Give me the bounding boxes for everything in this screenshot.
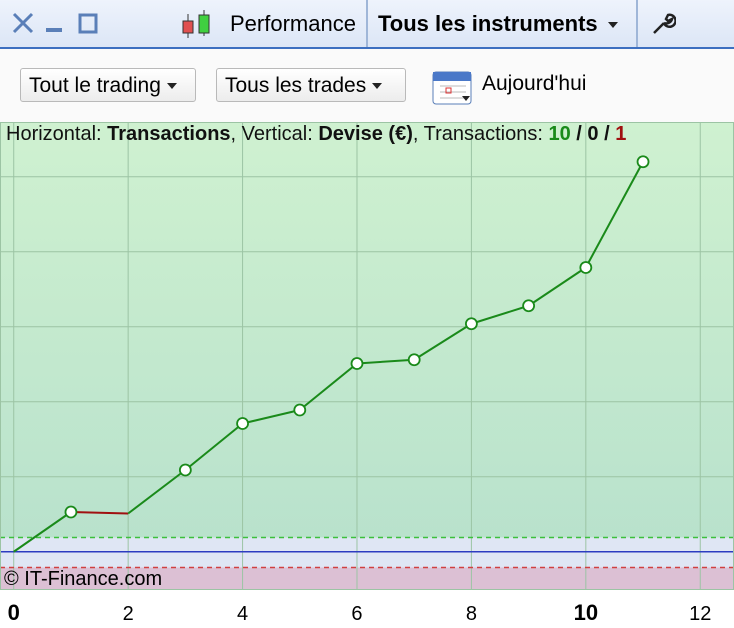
settings-icon[interactable] bbox=[650, 11, 676, 37]
instrument-label: Tous les instruments bbox=[378, 11, 598, 36]
line-segment bbox=[127, 469, 186, 515]
close-icon[interactable] bbox=[12, 12, 34, 34]
window-controls bbox=[12, 12, 98, 34]
line-segment bbox=[413, 322, 472, 361]
header-text: / bbox=[570, 123, 588, 145]
toolbar: Performance Tous les instruments bbox=[0, 0, 734, 49]
trades-select[interactable]: Tous les trades bbox=[216, 68, 406, 102]
loss-zone bbox=[0, 567, 734, 590]
line-segment bbox=[299, 362, 358, 411]
x-tick-label: 6 bbox=[351, 603, 362, 625]
line-segment bbox=[184, 422, 244, 471]
point bbox=[178, 463, 192, 477]
line-segment bbox=[70, 511, 129, 515]
x-tick-label: 2 bbox=[123, 603, 134, 625]
win-count: 10 bbox=[548, 123, 571, 145]
header-text: Horizontal: bbox=[6, 123, 108, 145]
copyright: © IT-Finance.com bbox=[4, 568, 163, 590]
point bbox=[465, 317, 478, 331]
x-tick-label: 0 bbox=[8, 600, 20, 625]
trades-label: Tous les trades bbox=[225, 74, 367, 97]
chart-header: Horizontal: Transactions, Vertical: Devi… bbox=[6, 122, 626, 146]
minimize-icon[interactable] bbox=[46, 28, 62, 32]
line-segment bbox=[584, 161, 644, 268]
header-text: Devise (€) bbox=[318, 123, 413, 145]
separator bbox=[636, 0, 638, 47]
header-text: / bbox=[598, 123, 616, 145]
header-text: Transactions bbox=[107, 123, 231, 145]
line-segment bbox=[528, 266, 587, 307]
maximize-icon[interactable] bbox=[78, 13, 98, 34]
line-segment bbox=[471, 304, 529, 325]
neutral-count: 0 bbox=[587, 123, 599, 145]
instrument-select[interactable]: Tous les instruments bbox=[378, 11, 618, 37]
toolbar-title: Performance bbox=[230, 11, 356, 36]
x-tick-label: 10 bbox=[574, 600, 598, 625]
x-tick-label: 12 bbox=[689, 603, 711, 625]
point bbox=[636, 155, 650, 169]
x-tick-label: 8 bbox=[466, 603, 477, 625]
header-text: , Transactions: bbox=[412, 123, 549, 145]
trading-label: Tout le trading bbox=[29, 74, 161, 97]
point bbox=[579, 261, 593, 274]
point bbox=[236, 417, 249, 430]
point bbox=[350, 357, 364, 370]
loss-count: 1 bbox=[615, 123, 627, 145]
point bbox=[293, 403, 307, 417]
chart: 0 2 4 6 8 10 12 bbox=[0, 122, 734, 625]
trading-select[interactable]: Tout le trading bbox=[20, 68, 196, 102]
plot-background bbox=[0, 122, 734, 590]
x-tick-label: 4 bbox=[237, 603, 248, 625]
line-segment bbox=[356, 358, 415, 365]
point bbox=[522, 299, 536, 313]
line-segment bbox=[13, 511, 72, 553]
candle-icon bbox=[182, 10, 210, 38]
line-segment bbox=[242, 409, 301, 425]
point bbox=[407, 353, 421, 367]
date-label: Aujourd'hui bbox=[482, 72, 587, 95]
header-text: , Vertical: bbox=[230, 123, 319, 145]
point bbox=[64, 505, 78, 519]
calendar-icon[interactable] bbox=[432, 68, 474, 106]
separator bbox=[366, 0, 368, 47]
